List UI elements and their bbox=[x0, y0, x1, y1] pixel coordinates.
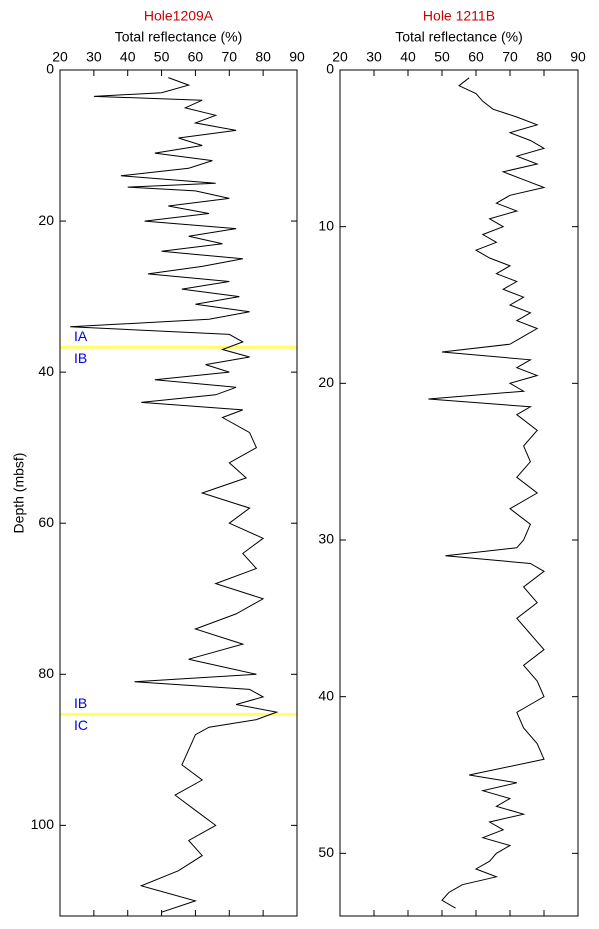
x-tick-label: 90 bbox=[570, 49, 586, 65]
x-tick-label: 50 bbox=[434, 49, 450, 65]
x-tick-label: 70 bbox=[221, 49, 237, 65]
x-tick-label: 50 bbox=[154, 49, 170, 65]
x-tick-label: 60 bbox=[188, 49, 204, 65]
panel-title: Hole 1211B bbox=[423, 8, 495, 24]
x-tick-label: 20 bbox=[332, 49, 348, 65]
reflectance-line bbox=[70, 77, 279, 913]
y-tick-label: 20 bbox=[38, 212, 54, 228]
x-tick-label: 80 bbox=[536, 49, 552, 65]
y-tick-label: 100 bbox=[31, 816, 55, 832]
unit-label: IB bbox=[74, 350, 87, 366]
x-tick-label: 30 bbox=[86, 49, 102, 65]
x-tick-label: 30 bbox=[366, 49, 382, 65]
y-tick-label: 0 bbox=[326, 61, 334, 77]
x-tick-label: 40 bbox=[120, 49, 136, 65]
y-tick-label: 20 bbox=[318, 374, 334, 390]
y-tick-label: 30 bbox=[318, 531, 334, 547]
x-tick-label: 90 bbox=[289, 49, 305, 65]
x-tick-label: 40 bbox=[400, 49, 416, 65]
y-tick-label: 60 bbox=[38, 514, 54, 530]
x-tick-label: 70 bbox=[502, 49, 518, 65]
unit-label: IC bbox=[74, 717, 88, 733]
x-tick-label: 60 bbox=[468, 49, 484, 65]
y-tick-label: 50 bbox=[318, 844, 334, 860]
unit-label: IB bbox=[74, 695, 87, 711]
y-tick-label: 40 bbox=[38, 363, 54, 379]
y-tick-label: 10 bbox=[318, 217, 334, 233]
y-tick-label: 40 bbox=[318, 687, 334, 703]
x-tick-label: 80 bbox=[255, 49, 271, 65]
plot-frame bbox=[59, 69, 298, 917]
x-tick-label: 20 bbox=[52, 49, 68, 65]
y-tick-label: 80 bbox=[38, 665, 54, 681]
y-axis-label: Depth (mbsf) bbox=[11, 453, 27, 534]
x-axis-label: Total reflectance (%) bbox=[395, 29, 523, 45]
reflectance-line bbox=[428, 77, 546, 909]
y-tick-label: 0 bbox=[46, 61, 54, 77]
plot-frame bbox=[339, 69, 579, 917]
panel-title: Hole1209A bbox=[144, 8, 214, 24]
unit-label: IA bbox=[74, 328, 88, 344]
x-axis-label: Total reflectance (%) bbox=[115, 29, 243, 45]
